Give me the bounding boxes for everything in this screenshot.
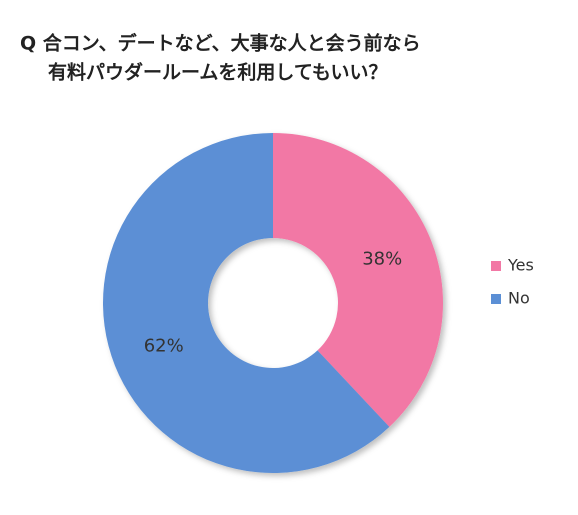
donut: [102, 133, 444, 473]
data-label: 62%: [144, 335, 184, 356]
chart-title: Q 合コン、デートなど、大事な人と会う前なら: [20, 32, 421, 55]
chart-title: 有料パウダールームを利用してもいい？: [48, 61, 388, 84]
legend-swatch: [491, 294, 501, 304]
legend-label: No: [508, 289, 530, 308]
legend-label: Yes: [507, 256, 534, 275]
legend-swatch: [491, 261, 501, 271]
donut-slice: [273, 133, 444, 427]
donut-slice: [102, 133, 390, 473]
data-label: 38%: [362, 249, 402, 270]
